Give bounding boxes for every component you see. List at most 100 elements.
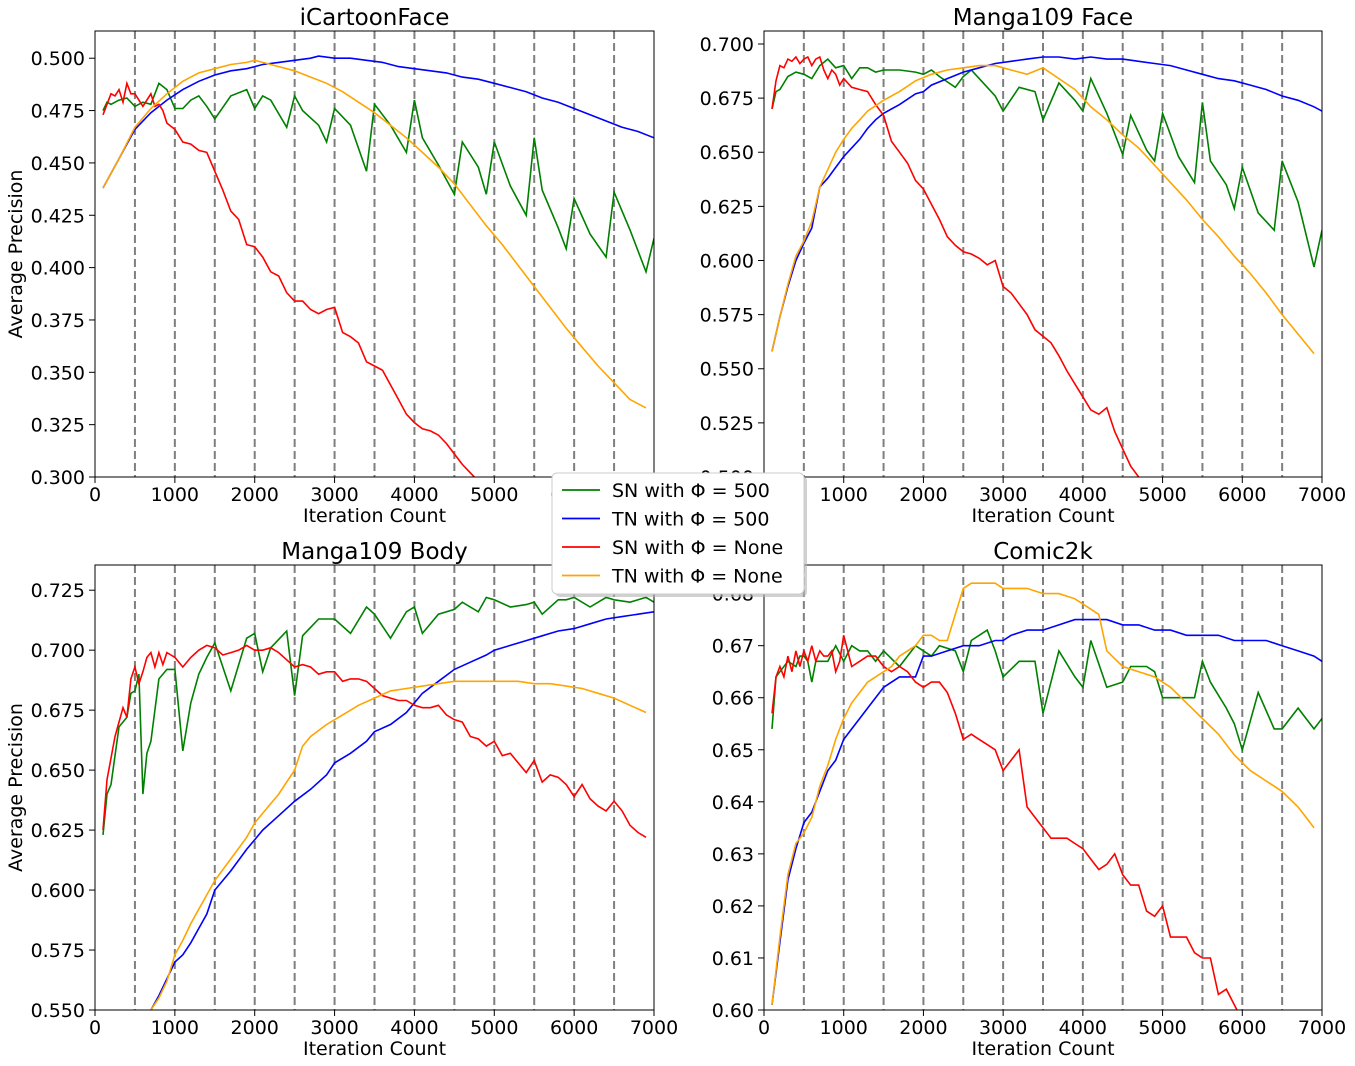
x-tick-label: 4000 — [1059, 484, 1107, 506]
x-axis-label: Iteration Count — [303, 1038, 446, 1060]
series-line-sn-500 — [771, 58, 1322, 268]
x-tick-label: 3000 — [979, 1017, 1027, 1039]
x-tick-label: 3000 — [979, 484, 1027, 506]
y-tick-label: 0.500 — [31, 48, 85, 70]
x-axis-label: Iteration Count — [303, 505, 446, 527]
y-tick-label: 0.550 — [31, 1000, 85, 1022]
series-line-tn-none — [150, 680, 647, 1010]
y-tick-label: 0.650 — [700, 142, 754, 164]
x-tick-label: 7000 — [1298, 484, 1346, 506]
panel-comic2k: 0 1000 2000 3000 4000 5000 6000 7000 0.60 0.61 0.6… — [712, 539, 1346, 1060]
series-line-tn-500 — [771, 56, 1322, 352]
x-tick-label: 1000 — [820, 484, 868, 506]
x-tick-label: 7000 — [1298, 1017, 1346, 1039]
y-tick-label: 0.375 — [31, 310, 85, 332]
series-line-tn-500 — [102, 55, 654, 189]
y-tick-label: 0.350 — [31, 362, 85, 384]
x-tick-label: 5000 — [470, 1017, 518, 1039]
y-axis-label: Average Precision — [5, 170, 27, 339]
x-tick-label: 7000 — [630, 1017, 678, 1039]
panel-title: Manga109 Face — [953, 5, 1133, 31]
y-tick-label: 0.64 — [712, 792, 754, 814]
x-tick-label: 5000 — [470, 484, 518, 506]
series-line-sn-none — [102, 80, 476, 477]
y-tick-label: 0.67 — [712, 636, 754, 658]
x-tick-label: 5000 — [1138, 484, 1186, 506]
y-tick-label: 0.575 — [31, 940, 85, 962]
y-tick-label: 0.400 — [31, 258, 85, 280]
y-tick-label: 0.300 — [31, 467, 85, 489]
x-tick-label: 0 — [89, 1017, 101, 1039]
y-tick-label: 0.63 — [712, 844, 754, 866]
x-tick-label: 0 — [758, 1017, 770, 1039]
y-tick-label: 0.725 — [31, 580, 85, 602]
y-tick-label: 0.61 — [712, 948, 754, 970]
y-tick-label: 0.525 — [700, 413, 754, 435]
panel-title: iCartoonFace — [300, 5, 450, 31]
y-tick-label: 0.62 — [712, 896, 754, 918]
x-tick-label: 6000 — [1218, 1017, 1266, 1039]
y-tick-label: 0.625 — [700, 196, 754, 218]
plot-area — [763, 30, 1323, 478]
y-axis-label: Average Precision — [5, 703, 27, 872]
y-tick-label: 0.66 — [712, 688, 754, 710]
x-tick-label: 0 — [89, 484, 101, 506]
y-tick-label: 0.325 — [31, 415, 85, 437]
y-tick-label: 0.550 — [700, 359, 754, 381]
series-line-sn-none — [771, 55, 1140, 477]
series-line-sn-500 — [102, 596, 654, 835]
panel-manga109-body: 0 1000 2000 3000 4000 5000 6000 7000 0.550 0.575 0… — [5, 539, 678, 1060]
panel-title: Comic2k — [993, 539, 1093, 565]
series-line-sn-none — [771, 635, 1238, 1010]
x-tick-label: 4000 — [390, 1017, 438, 1039]
legend-label: TN with Φ = None — [611, 566, 783, 588]
plot-area — [94, 30, 655, 478]
x-tick-label: 3000 — [310, 1017, 358, 1039]
legend-box — [551, 472, 805, 595]
panel-manga109-face: 010002000300040005000600070000.5000.5250… — [700, 5, 1347, 527]
legend-label: SN with Φ = 500 — [612, 480, 770, 502]
x-tick-label: 2000 — [231, 1017, 279, 1039]
y-tick-label: 0.700 — [31, 640, 85, 662]
x-tick-label: 6000 — [550, 1017, 598, 1039]
series-line-sn-500 — [771, 628, 1322, 753]
y-tick-label: 0.65 — [712, 740, 754, 762]
y-tick-label: 0.625 — [31, 820, 85, 842]
y-tick-label: 0.675 — [31, 700, 85, 722]
x-tick-label: 4000 — [390, 484, 438, 506]
y-tick-label: 0.650 — [31, 760, 85, 782]
legend-label: TN with Φ = 500 — [611, 509, 769, 531]
series-line-sn-500 — [102, 81, 654, 275]
y-tick-label: 0.425 — [31, 205, 85, 227]
x-tick-label: 2000 — [899, 484, 947, 506]
plot-area — [94, 564, 655, 1011]
y-tick-label: 0.675 — [700, 88, 754, 110]
series-line-tn-none — [102, 59, 647, 409]
x-tick-label: 4000 — [1059, 1017, 1107, 1039]
x-tick-label: 1000 — [820, 1017, 868, 1039]
y-tick-label: 0.600 — [31, 880, 85, 902]
x-tick-label: 2000 — [231, 484, 279, 506]
x-axis-label: Iteration Count — [971, 1038, 1114, 1060]
series-line-tn-500 — [771, 618, 1322, 1005]
y-tick-label: 0.475 — [31, 101, 85, 123]
plot-area — [763, 564, 1323, 1011]
x-tick-label: 6000 — [1218, 484, 1266, 506]
x-tick-label: 1000 — [151, 1017, 199, 1039]
y-tick-label: 0.450 — [31, 153, 85, 175]
x-tick-label: 2000 — [899, 1017, 947, 1039]
y-tick-label: 0.575 — [700, 305, 754, 327]
series-line-tn-none — [771, 582, 1315, 1005]
series-line-tn-none — [771, 64, 1315, 355]
y-tick-label: 0.700 — [700, 34, 754, 56]
legend-label: SN with Φ = None — [612, 537, 783, 559]
panel-icartoonface: 010002000300040005000600070000.3000.3250… — [5, 5, 678, 527]
x-axis-label: Iteration Count — [971, 505, 1114, 527]
panel-title: Manga109 Body — [281, 539, 467, 565]
series-line-sn-none — [102, 644, 647, 838]
series-line-tn-500 — [150, 611, 654, 1010]
x-tick-label: 3000 — [310, 484, 358, 506]
x-tick-label: 1000 — [151, 484, 199, 506]
legend: SN with Φ = 500 TN with Φ = 500 SN with Φ … — [551, 472, 807, 597]
